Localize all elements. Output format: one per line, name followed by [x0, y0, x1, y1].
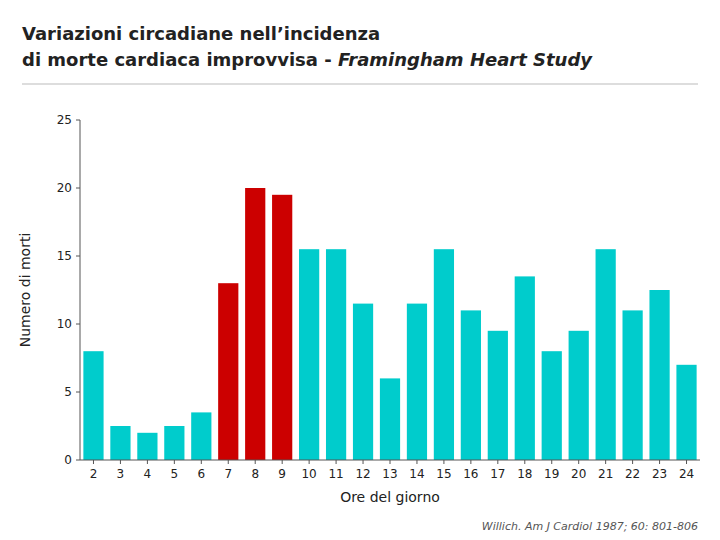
y-tick-label: 10 — [57, 317, 72, 331]
x-tick — [93, 460, 94, 464]
bars — [83, 188, 696, 460]
bar — [299, 249, 319, 460]
x-tick — [551, 460, 552, 464]
bar — [380, 378, 400, 460]
bar — [676, 365, 696, 460]
x-tick-label: 3 — [117, 467, 125, 481]
x-tick-label: 19 — [544, 467, 559, 481]
y-tick — [76, 392, 80, 393]
y-tick-label: 25 — [57, 113, 72, 127]
x-tick-label: 8 — [251, 467, 259, 481]
x-tick-label: 2 — [90, 467, 98, 481]
x-tick — [578, 460, 579, 464]
bar — [542, 351, 562, 460]
x-tick — [174, 460, 175, 464]
bar — [569, 331, 589, 460]
x-tick — [659, 460, 660, 464]
x-tick — [363, 460, 364, 464]
y-tick — [76, 324, 80, 325]
x-tick-label: 10 — [301, 467, 316, 481]
x-tick — [120, 460, 121, 464]
x-tick — [497, 460, 498, 464]
y-axis — [80, 120, 81, 460]
x-tick-label: 21 — [598, 467, 613, 481]
chart: Variazioni circadiane nell’incidenza di m… — [0, 0, 720, 540]
bar — [461, 310, 481, 460]
x-tick-label: 14 — [409, 467, 424, 481]
x-tick — [282, 460, 283, 464]
bar — [596, 249, 616, 460]
bar — [191, 412, 211, 460]
subtitle: di morte cardiaca improvvisa - Framingha… — [22, 49, 593, 70]
x-tick — [470, 460, 471, 464]
bar — [245, 188, 265, 460]
subtitle-text: di morte cardiaca improvvisa - — [22, 49, 338, 70]
bar — [218, 283, 238, 460]
y-axis-label: Numero di morti — [17, 233, 33, 348]
bar — [488, 331, 508, 460]
y-tick — [76, 460, 80, 461]
x-tick-label: 17 — [490, 467, 505, 481]
y-tick-label: 5 — [64, 385, 72, 399]
x-tick — [309, 460, 310, 464]
x-tick-label: 15 — [436, 467, 451, 481]
x-tick — [524, 460, 525, 464]
x-tick — [255, 460, 256, 464]
x-tick — [416, 460, 417, 464]
bar — [83, 351, 103, 460]
y-tick-label: 15 — [57, 249, 72, 263]
y-tick — [76, 188, 80, 189]
x-tick-label: 13 — [382, 467, 397, 481]
y-tick — [76, 120, 80, 121]
bar — [164, 426, 184, 460]
y-tick-label: 20 — [57, 181, 72, 195]
x-tick-label: 4 — [144, 467, 152, 481]
bar — [353, 304, 373, 460]
x-tick — [201, 460, 202, 464]
x-axis-label: Ore del giorno — [340, 489, 440, 505]
title-rule — [22, 84, 698, 85]
x-tick-label: 11 — [328, 467, 343, 481]
y-tick — [76, 256, 80, 257]
bar — [407, 304, 427, 460]
x-tick — [390, 460, 391, 464]
y-tick-label: 0 — [64, 453, 72, 467]
footnote: Willich. Am J Cardiol 1987; 60: 801-806 — [482, 520, 698, 533]
bar — [515, 276, 535, 460]
bar — [326, 249, 346, 460]
bar — [272, 195, 292, 460]
x-tick — [686, 460, 687, 464]
bar — [649, 290, 669, 460]
x-tick — [632, 460, 633, 464]
x-tick-label: 18 — [517, 467, 532, 481]
x-tick-label: 22 — [625, 467, 640, 481]
x-tick — [228, 460, 229, 464]
subtitle-source: Framingham Heart Study — [338, 49, 593, 70]
x-tick-label: 24 — [679, 467, 694, 481]
x-tick-label: 20 — [571, 467, 586, 481]
bar — [434, 249, 454, 460]
x-tick-label: 23 — [652, 467, 667, 481]
x-tick — [443, 460, 444, 464]
title: Variazioni circadiane nell’incidenza — [22, 23, 380, 44]
bar — [110, 426, 130, 460]
x-tick — [605, 460, 606, 464]
bar — [137, 433, 157, 460]
x-tick-label: 7 — [224, 467, 232, 481]
x-tick-label: 16 — [463, 467, 478, 481]
x-tick-label: 5 — [171, 467, 179, 481]
x-tick — [336, 460, 337, 464]
x-tick — [147, 460, 148, 464]
bar — [623, 310, 643, 460]
x-tick-label: 9 — [278, 467, 286, 481]
x-tick-label: 12 — [355, 467, 370, 481]
x-tick-label: 6 — [197, 467, 205, 481]
